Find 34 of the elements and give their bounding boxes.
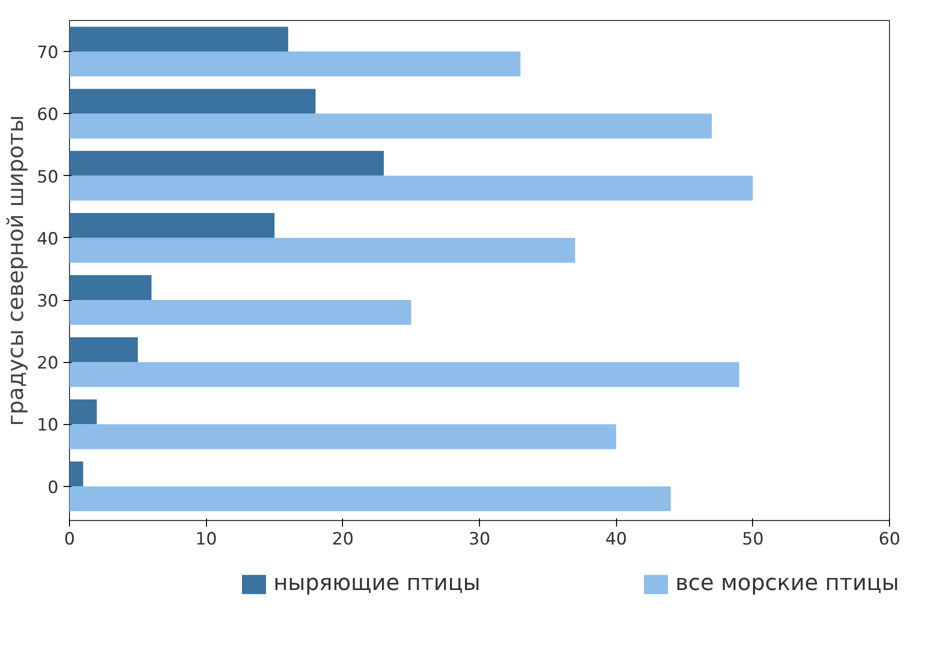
x-tick-label: 0 (64, 530, 75, 550)
bar (70, 213, 274, 238)
y-tick-label: 30 (36, 292, 59, 312)
bar (70, 52, 520, 76)
y-tick-label: 70 (36, 43, 59, 64)
x-tick-label: 20 (332, 530, 354, 550)
bar (70, 275, 152, 300)
bar (70, 176, 753, 201)
y-axis-title: градусы северной широты (4, 115, 29, 426)
bar (70, 424, 616, 450)
y-tick-label: 60 (36, 105, 59, 126)
y-tick-label: 10 (36, 416, 59, 436)
y-tick-label: 50 (36, 167, 59, 188)
bar (70, 88, 316, 114)
legend-label: все морские птицы (675, 571, 899, 596)
x-tick-label: 10 (195, 530, 217, 550)
y-tick-label: 0 (48, 478, 59, 498)
bar (70, 238, 576, 263)
x-tick-label: 30 (468, 530, 490, 550)
y-tick-label: 40 (36, 229, 59, 250)
bar (70, 114, 712, 139)
bar (70, 300, 412, 325)
bar (70, 461, 84, 486)
bar (70, 337, 138, 362)
x-tick-label: 40 (605, 530, 627, 550)
bar (70, 486, 671, 512)
x-tick-label: 50 (742, 530, 764, 550)
legend-label: ныряющие птицы (273, 571, 480, 596)
bar (70, 362, 740, 387)
bar (70, 150, 384, 176)
y-tick-label: 20 (36, 354, 59, 374)
bar (70, 399, 97, 424)
x-tick-label: 60 (878, 530, 900, 550)
bar (70, 26, 288, 52)
